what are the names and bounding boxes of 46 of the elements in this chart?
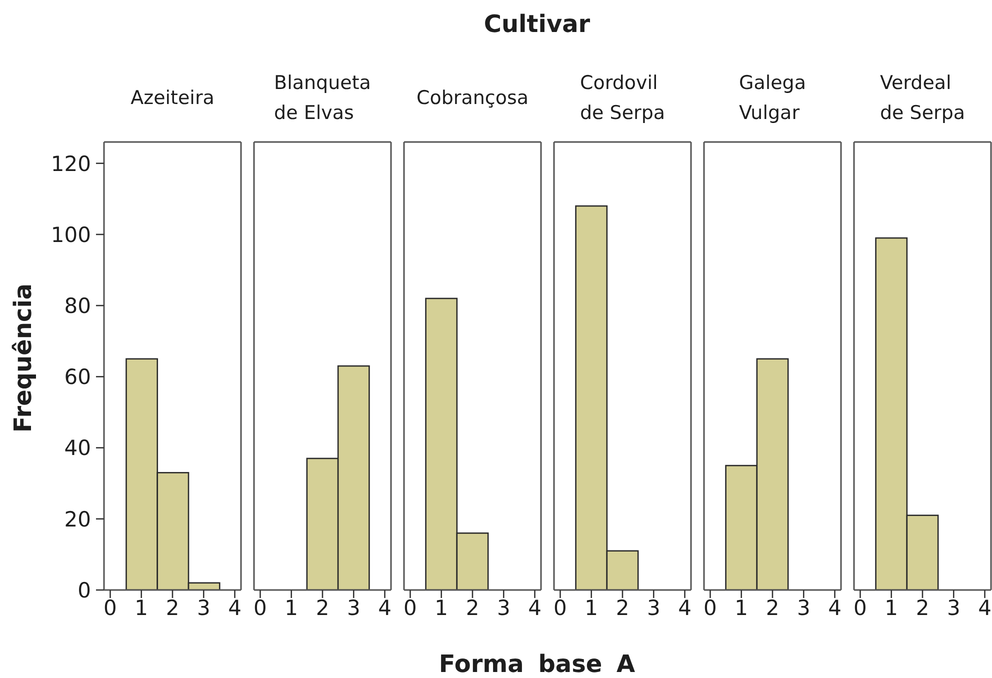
chart-title: Cobrançosa (416, 86, 529, 111)
y-tick-label: 60 (64, 365, 91, 390)
x-tick-label: 4 (678, 596, 692, 620)
y-tick-label: 100 (50, 222, 91, 247)
x-tick-label: 4 (228, 596, 242, 620)
x-tick-label: 2 (316, 596, 330, 620)
x-tick-label: 0 (854, 596, 867, 620)
x-tick-label: 4 (828, 596, 842, 620)
x-tick-label: 1 (584, 596, 598, 620)
y-tick-label: 80 (64, 294, 91, 318)
x-tick-label: 4 (528, 596, 542, 620)
y-tick-label: 0 (78, 578, 91, 602)
x-tick-label: 1 (884, 596, 898, 620)
chart-title: Verdeal de Serpa (880, 71, 966, 126)
x-tick-label: 2 (166, 596, 180, 620)
x-tick-label: 4 (378, 596, 392, 620)
x-tick-label: 3 (796, 596, 810, 620)
x-tick-label: 2 (616, 596, 630, 620)
chart-title: Blanqueta de Elvas (274, 71, 371, 126)
x-tick-label: 1 (134, 596, 148, 620)
x-tick-label: 2 (466, 596, 480, 620)
x-axis-title: Forma base A (438, 650, 636, 678)
chart-title: Cordovil de Serpa (580, 71, 666, 126)
x-tick-label: 1 (434, 596, 448, 620)
chart-title: Azeiteira (130, 86, 214, 111)
x-tick-label: 3 (196, 596, 210, 620)
x-tick-label: 0 (104, 596, 117, 620)
x-tick-label: 3 (496, 596, 510, 620)
x-tick-label: 1 (284, 596, 298, 620)
x-tick-label: 0 (404, 596, 417, 620)
text: Cultivar (484, 10, 590, 38)
x-tick-label: 0 (554, 596, 567, 620)
x-tick-label: 1 (734, 596, 748, 620)
y-axis-title: Frequência (9, 283, 37, 433)
x-tick-label: 3 (946, 596, 960, 620)
x-tick-label: 2 (916, 596, 930, 620)
x-tick-label: 4 (978, 596, 992, 620)
x-tick-label: 2 (766, 596, 780, 620)
x-tick-label: 0 (254, 596, 267, 620)
y-tick-label: 20 (64, 507, 91, 532)
chart-title: Galega Vulgar (738, 71, 806, 126)
y-tick-label: 40 (64, 436, 91, 460)
y-tick-label: 120 (50, 152, 91, 176)
x-tick-label: 3 (346, 596, 360, 620)
x-tick-label: 3 (646, 596, 660, 620)
x-tick-label: 0 (704, 596, 717, 620)
